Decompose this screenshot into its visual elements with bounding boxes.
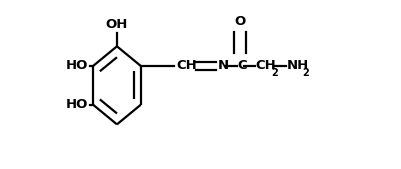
Text: 2: 2: [272, 68, 278, 78]
Text: OH: OH: [106, 18, 128, 31]
Text: HO: HO: [66, 98, 89, 111]
Text: CH: CH: [176, 59, 197, 72]
Text: O: O: [234, 15, 246, 28]
Text: C: C: [237, 59, 247, 72]
Text: N: N: [217, 59, 229, 72]
Text: HO: HO: [66, 59, 89, 72]
Text: NH: NH: [286, 59, 308, 72]
Text: CH: CH: [255, 59, 276, 72]
Text: 2: 2: [302, 68, 309, 78]
